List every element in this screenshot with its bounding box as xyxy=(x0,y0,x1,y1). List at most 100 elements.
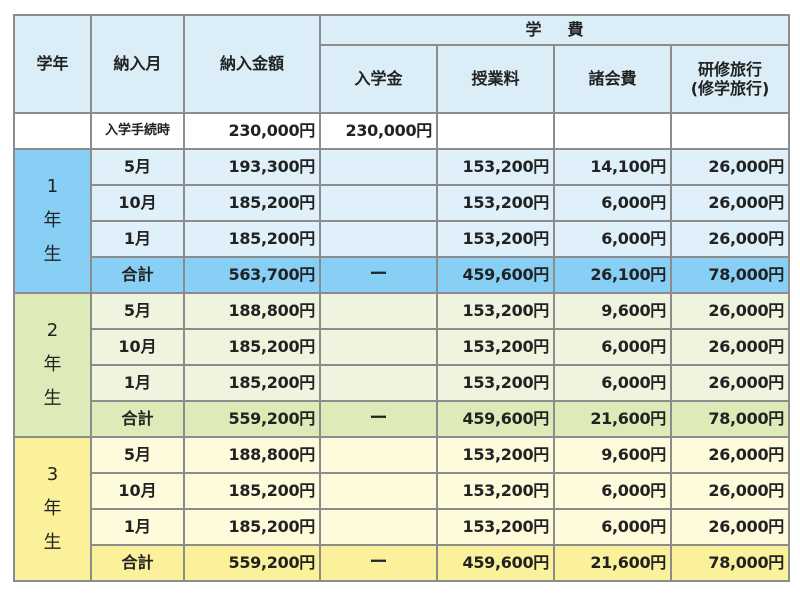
header-month: 納入月 xyxy=(90,14,185,114)
trip-cell: 26,000円 xyxy=(669,220,791,258)
entrance-cell xyxy=(319,436,438,474)
entrance-cell xyxy=(319,508,438,546)
fees-cell: 6,000円 xyxy=(553,472,672,510)
fees-cell: 9,600円 xyxy=(553,292,672,330)
trip-cell: 26,000円 xyxy=(669,472,791,510)
header-study-trip: 研修旅行 (修学旅行) xyxy=(669,44,791,114)
tuition-cell: 153,200円 xyxy=(436,148,555,186)
trip-cell: 26,000円 xyxy=(669,436,791,474)
year-1-label: 1 年 生 xyxy=(13,148,92,294)
amount-cell: 185,200円 xyxy=(183,508,321,546)
table-row: 1月 185,200円 153,200円 6,000円 26,000円 xyxy=(14,508,791,546)
total-tuition: 459,600円 xyxy=(436,256,555,294)
year-2-label: 2 年 生 xyxy=(13,292,92,438)
month-cell: 10月 xyxy=(90,184,185,222)
entrance-cell xyxy=(319,220,438,258)
month-cell: 5月 xyxy=(90,436,185,474)
month-cell: 5月 xyxy=(90,292,185,330)
total-fees: 26,100円 xyxy=(553,256,672,294)
entrance-cell xyxy=(319,328,438,366)
amount-cell: 188,800円 xyxy=(183,436,321,474)
trip-cell: 26,000円 xyxy=(669,148,791,186)
trip-cell: 26,000円 xyxy=(669,508,791,546)
total-trip: 78,000円 xyxy=(669,400,791,438)
amount-cell: 185,200円 xyxy=(183,328,321,366)
admission-fees xyxy=(553,112,672,150)
amount-cell: 185,200円 xyxy=(183,184,321,222)
trip-cell: 26,000円 xyxy=(669,364,791,402)
total-label: 合計 xyxy=(90,544,185,582)
month-cell: 10月 xyxy=(90,472,185,510)
amount-cell: 185,200円 xyxy=(183,472,321,510)
total-amount: 559,200円 xyxy=(183,544,321,582)
month-cell: 5月 xyxy=(90,148,185,186)
header-tuition-group: 学費 xyxy=(318,14,791,46)
total-trip: 78,000円 xyxy=(669,256,791,294)
fees-cell: 14,100円 xyxy=(553,148,672,186)
total-tuition: 459,600円 xyxy=(436,544,555,582)
fees-cell: 6,000円 xyxy=(553,184,672,222)
total-tuition: 459,600円 xyxy=(436,400,555,438)
admission-tuition xyxy=(436,112,555,150)
fees-cell: 6,000円 xyxy=(553,364,672,402)
entrance-cell xyxy=(319,364,438,402)
admission-label: 入学手続時 xyxy=(90,112,185,150)
total-label: 合計 xyxy=(90,400,185,438)
total-fees: 21,600円 xyxy=(553,544,672,582)
tuition-cell: 153,200円 xyxy=(436,364,555,402)
tuition-cell: 153,200円 xyxy=(436,184,555,222)
tuition-cell: 153,200円 xyxy=(436,472,555,510)
header-grade: 学年 xyxy=(13,14,92,114)
tuition-cell: 153,200円 xyxy=(436,220,555,258)
total-entrance: ー xyxy=(319,544,438,582)
table-row: 3 年 生 5月 188,800円 153,200円 9,600円 26,000… xyxy=(13,436,791,582)
admission-grade-cell xyxy=(13,112,92,150)
admission-row: 入学手続時 230,000円 230,000円 xyxy=(13,112,791,150)
table-row: 10月 185,200円 153,200円 6,000円 26,000円 xyxy=(14,328,791,366)
entrance-cell xyxy=(319,472,438,510)
admission-trip xyxy=(669,112,791,150)
month-cell: 1月 xyxy=(90,364,185,402)
total-row: 合計 559,200円 ー 459,600円 21,600円 78,000円 xyxy=(14,544,791,582)
tuition-cell: 153,200円 xyxy=(436,508,555,546)
header-trip-line1: 研修旅行 xyxy=(698,59,763,79)
total-entrance: ー xyxy=(319,400,438,438)
admission-amount: 230,000円 xyxy=(183,112,321,150)
tuition-cell: 153,200円 xyxy=(436,292,555,330)
month-cell: 10月 xyxy=(90,328,185,366)
header-amount: 納入金額 xyxy=(183,14,321,114)
tuition-cell: 153,200円 xyxy=(436,436,555,474)
table-row: 1 年 生 5月 193,300円 153,200円 14,100円 26,00… xyxy=(13,148,791,294)
fees-cell: 6,000円 xyxy=(553,508,672,546)
total-row: 合計 559,200円 ー 459,600円 21,600円 78,000円 xyxy=(14,400,791,438)
total-amount: 559,200円 xyxy=(183,400,321,438)
amount-cell: 193,300円 xyxy=(183,148,321,186)
amount-cell: 188,800円 xyxy=(183,292,321,330)
trip-cell: 26,000円 xyxy=(669,292,791,330)
table-row: 1月 185,200円 153,200円 6,000円 26,000円 xyxy=(14,364,791,402)
total-trip: 78,000円 xyxy=(669,544,791,582)
tuition-cell: 153,200円 xyxy=(436,328,555,366)
trip-cell: 26,000円 xyxy=(669,328,791,366)
total-fees: 21,600円 xyxy=(553,400,672,438)
table-row: 1月 185,200円 153,200円 6,000円 26,000円 xyxy=(14,220,791,258)
total-amount: 563,700円 xyxy=(183,256,321,294)
amount-cell: 185,200円 xyxy=(183,220,321,258)
tuition-fee-table: 学年 納入月 納入金額 学費 入学金 授業料 諸会費 研修旅行 (修学旅行) 入… xyxy=(13,14,791,582)
table-row: 10月 185,200円 153,200円 6,000円 26,000円 xyxy=(14,184,791,222)
fees-cell: 6,000円 xyxy=(553,220,672,258)
entrance-cell xyxy=(319,184,438,222)
entrance-cell xyxy=(319,292,438,330)
header-trip-line2: (修学旅行) xyxy=(690,79,770,98)
amount-cell: 185,200円 xyxy=(183,364,321,402)
trip-cell: 26,000円 xyxy=(669,184,791,222)
total-entrance: ー xyxy=(319,256,438,294)
table-row: 10月 185,200円 153,200円 6,000円 26,000円 xyxy=(14,472,791,510)
header-association-fees: 諸会費 xyxy=(553,44,672,114)
total-label: 合計 xyxy=(90,256,185,294)
fees-cell: 9,600円 xyxy=(553,436,672,474)
admission-entrance-fee: 230,000円 xyxy=(319,112,438,150)
header-tuition: 授業料 xyxy=(436,44,555,114)
table-row: 2 年 生 5月 188,800円 153,200円 9,600円 26,000… xyxy=(13,292,791,438)
month-cell: 1月 xyxy=(90,220,185,258)
